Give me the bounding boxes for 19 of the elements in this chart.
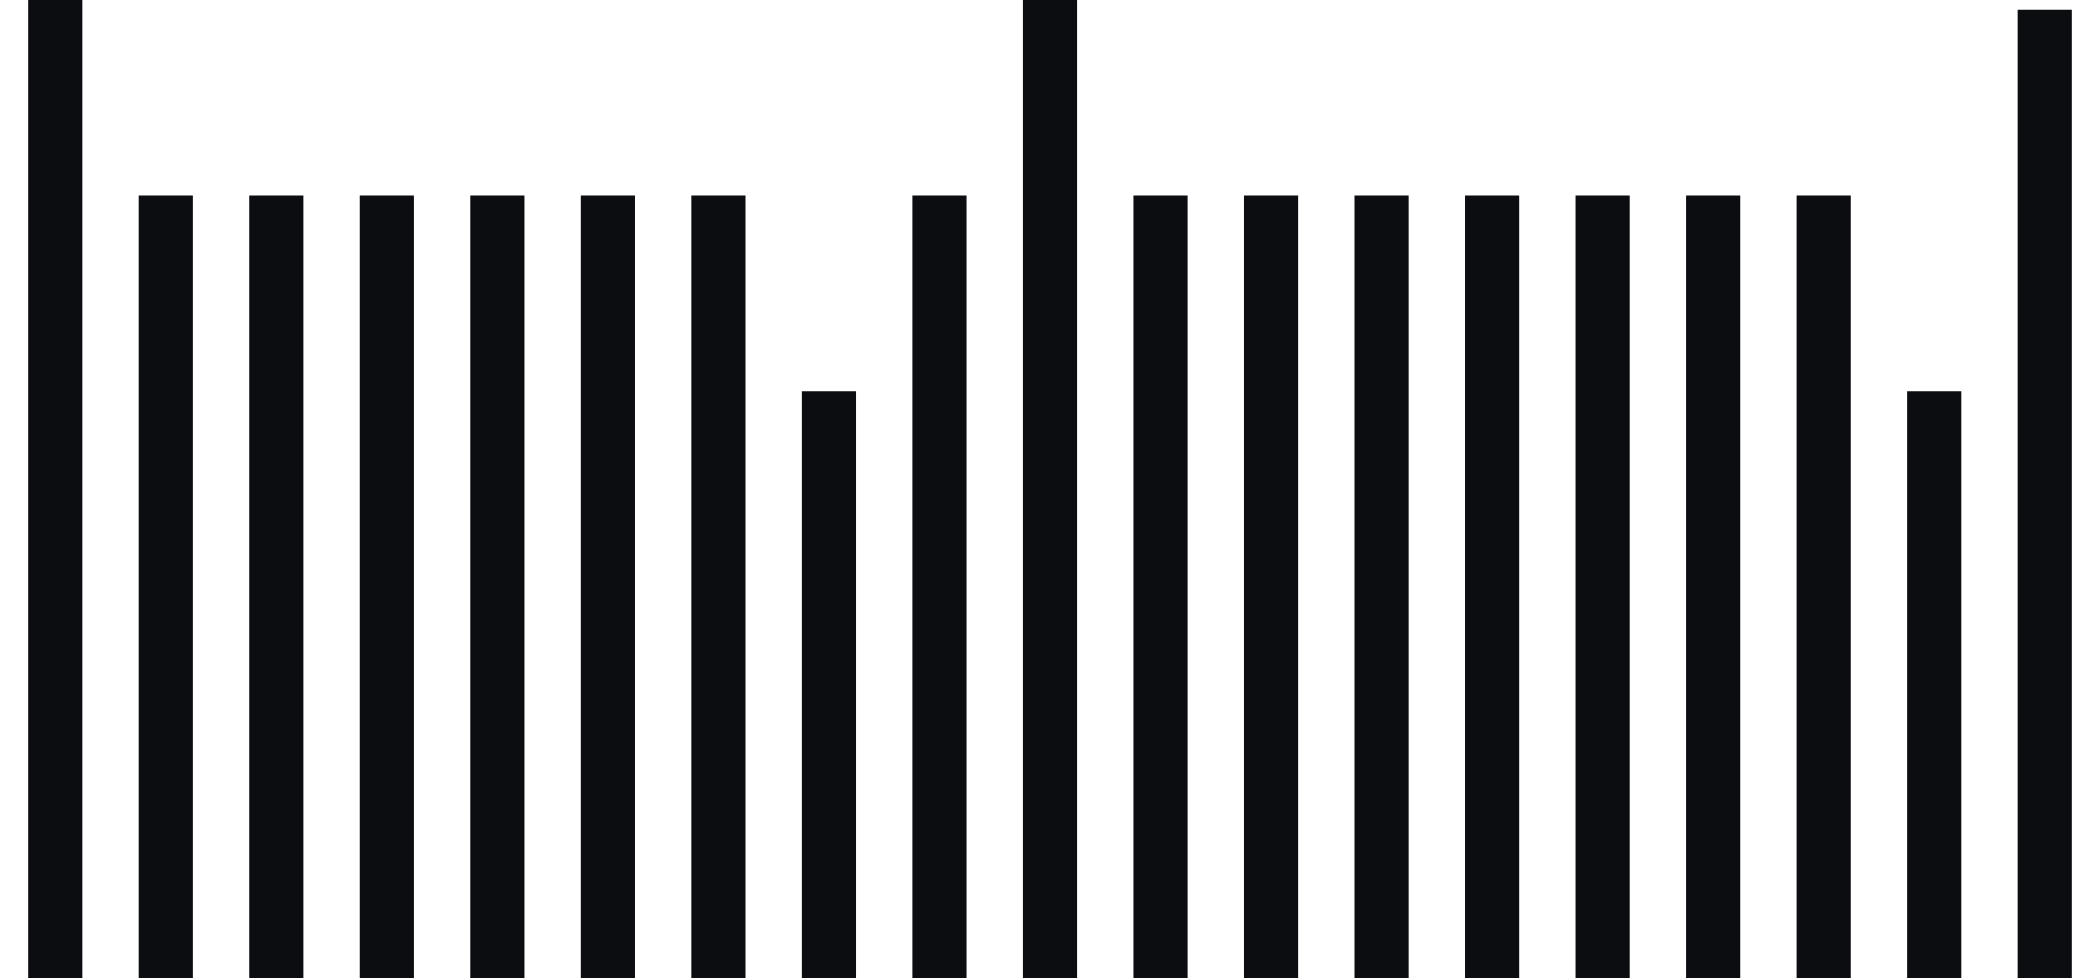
bar bbox=[1022, 0, 1078, 978]
bar bbox=[1465, 195, 1520, 978]
bar bbox=[138, 195, 193, 978]
bar bbox=[2017, 9, 2072, 978]
bar bbox=[691, 195, 746, 978]
bar bbox=[1796, 195, 1851, 978]
bar bbox=[1686, 195, 1741, 978]
bar bbox=[359, 195, 414, 978]
bar bbox=[580, 195, 635, 978]
bar bbox=[1907, 391, 1962, 978]
bar bbox=[1575, 195, 1630, 978]
bar bbox=[470, 195, 525, 978]
bar bbox=[1133, 195, 1188, 978]
bar bbox=[1243, 195, 1299, 978]
bar bbox=[28, 0, 83, 978]
bar bbox=[249, 195, 304, 978]
bar bbox=[1354, 195, 1409, 978]
bar bbox=[912, 195, 967, 978]
bar bbox=[801, 391, 857, 978]
